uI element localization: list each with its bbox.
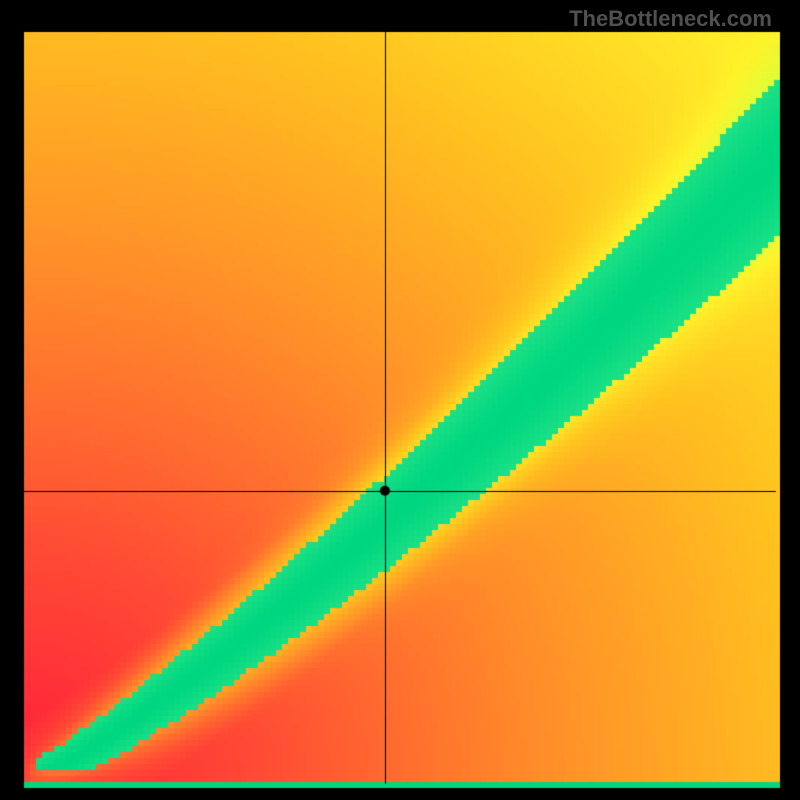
watermark-label: TheBottleneck.com <box>569 6 772 32</box>
chart-root: TheBottleneck.com <box>0 0 800 800</box>
bottleneck-heatmap <box>0 0 800 800</box>
